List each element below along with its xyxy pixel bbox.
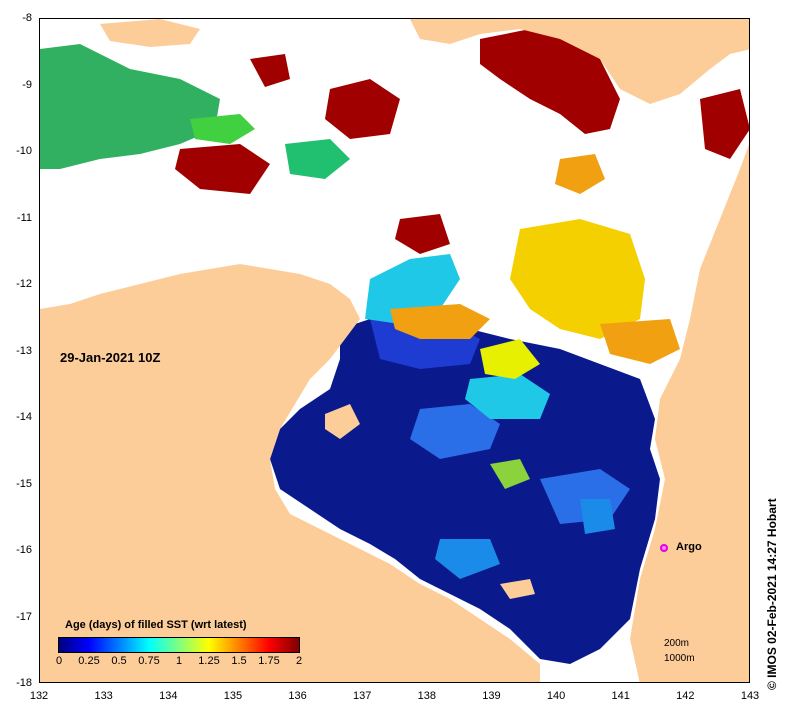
legend-tick-label: 2	[295, 655, 303, 667]
green-patch-1	[490, 459, 530, 489]
sst-age-map	[40, 19, 749, 682]
x-tick-label: 133	[94, 690, 113, 702]
legend-tick-label: 0.5	[111, 655, 127, 667]
scale-label-200m: 200m	[664, 638, 690, 649]
yellow-patch-1	[510, 219, 645, 339]
y-tick-label: -17	[16, 610, 32, 623]
legend-tick-label: 0	[55, 655, 63, 667]
land-png	[410, 19, 749, 104]
x-tick-label: 140	[546, 690, 566, 702]
legend-tick-label: 1.5	[231, 655, 247, 667]
y-tick-label: -16	[16, 544, 32, 556]
land-mornington	[500, 579, 535, 599]
green-area-3	[190, 114, 255, 144]
land-arnhem	[40, 264, 540, 682]
blue-patch-2	[410, 404, 500, 459]
land-melville	[100, 19, 200, 47]
land-capeyork	[630, 144, 749, 682]
y-tick-label: -11	[16, 211, 32, 224]
orange-patch-3	[600, 319, 680, 364]
legend-tick-label: 1	[175, 655, 183, 667]
legend-colorbar	[58, 637, 300, 653]
y-tick-label: -18	[16, 677, 32, 689]
argo-marker-icon[interactable]	[660, 544, 668, 552]
x-tick-label: 137	[352, 690, 372, 702]
dark-red-2	[325, 79, 400, 139]
dark-red-5	[395, 214, 450, 254]
legend-tick-label: 1.25	[198, 655, 220, 667]
y-tick-label: -12	[16, 278, 32, 290]
x-tick-label: 135	[223, 690, 243, 702]
x-tick-label: 134	[159, 690, 178, 702]
legend-tick-label: 0.75	[138, 655, 160, 667]
x-tick-label: 142	[676, 690, 695, 702]
map-frame	[39, 18, 750, 683]
green-area-topleft	[40, 44, 220, 169]
gulf-latest-region	[270, 319, 660, 664]
blue-patch-4	[435, 539, 500, 579]
land-groote	[325, 404, 360, 439]
orange-patch-2	[390, 304, 490, 339]
cyan-patch-2	[465, 374, 550, 419]
dark-red-6	[250, 54, 290, 87]
blue-patch-5	[580, 499, 615, 534]
x-tick-label: 143	[740, 690, 760, 702]
argo-label: Argo	[676, 541, 702, 553]
legend-tick-label: 1.75	[258, 655, 280, 667]
legend: Age (days) of filled SST (wrt latest) 0 0…	[55, 616, 315, 674]
date-label: 29-Jan-2021 10Z	[60, 350, 161, 365]
legend-tick-label: 0.25	[78, 655, 100, 667]
legend-title: Age (days) of filled SST (wrt latest)	[65, 619, 247, 631]
green-area-2	[285, 139, 350, 179]
y-tick-label: -8	[22, 12, 32, 24]
x-tick-label: 138	[417, 690, 436, 702]
scale-label-1000m: 1000m	[664, 653, 695, 664]
orange-patch-1	[555, 154, 605, 194]
yellow-patch-2	[480, 339, 540, 379]
y-tick-label: -15	[16, 477, 32, 490]
y-tick-label: -14	[16, 411, 32, 423]
x-tick-label: 136	[288, 690, 307, 702]
dark-red-1	[480, 29, 620, 134]
y-tick-label: -13	[16, 344, 32, 357]
y-tick-label: -10	[16, 145, 32, 157]
dark-red-3	[175, 144, 270, 194]
credit-text: © IMOS 02-Feb-2021 14:27 Hobart	[765, 498, 779, 690]
x-tick-label: 132	[29, 690, 49, 702]
x-tick-label: 139	[482, 690, 501, 702]
y-tick-label: -9	[22, 78, 32, 91]
dark-red-4	[700, 89, 749, 159]
x-tick-label: 141	[611, 690, 630, 702]
